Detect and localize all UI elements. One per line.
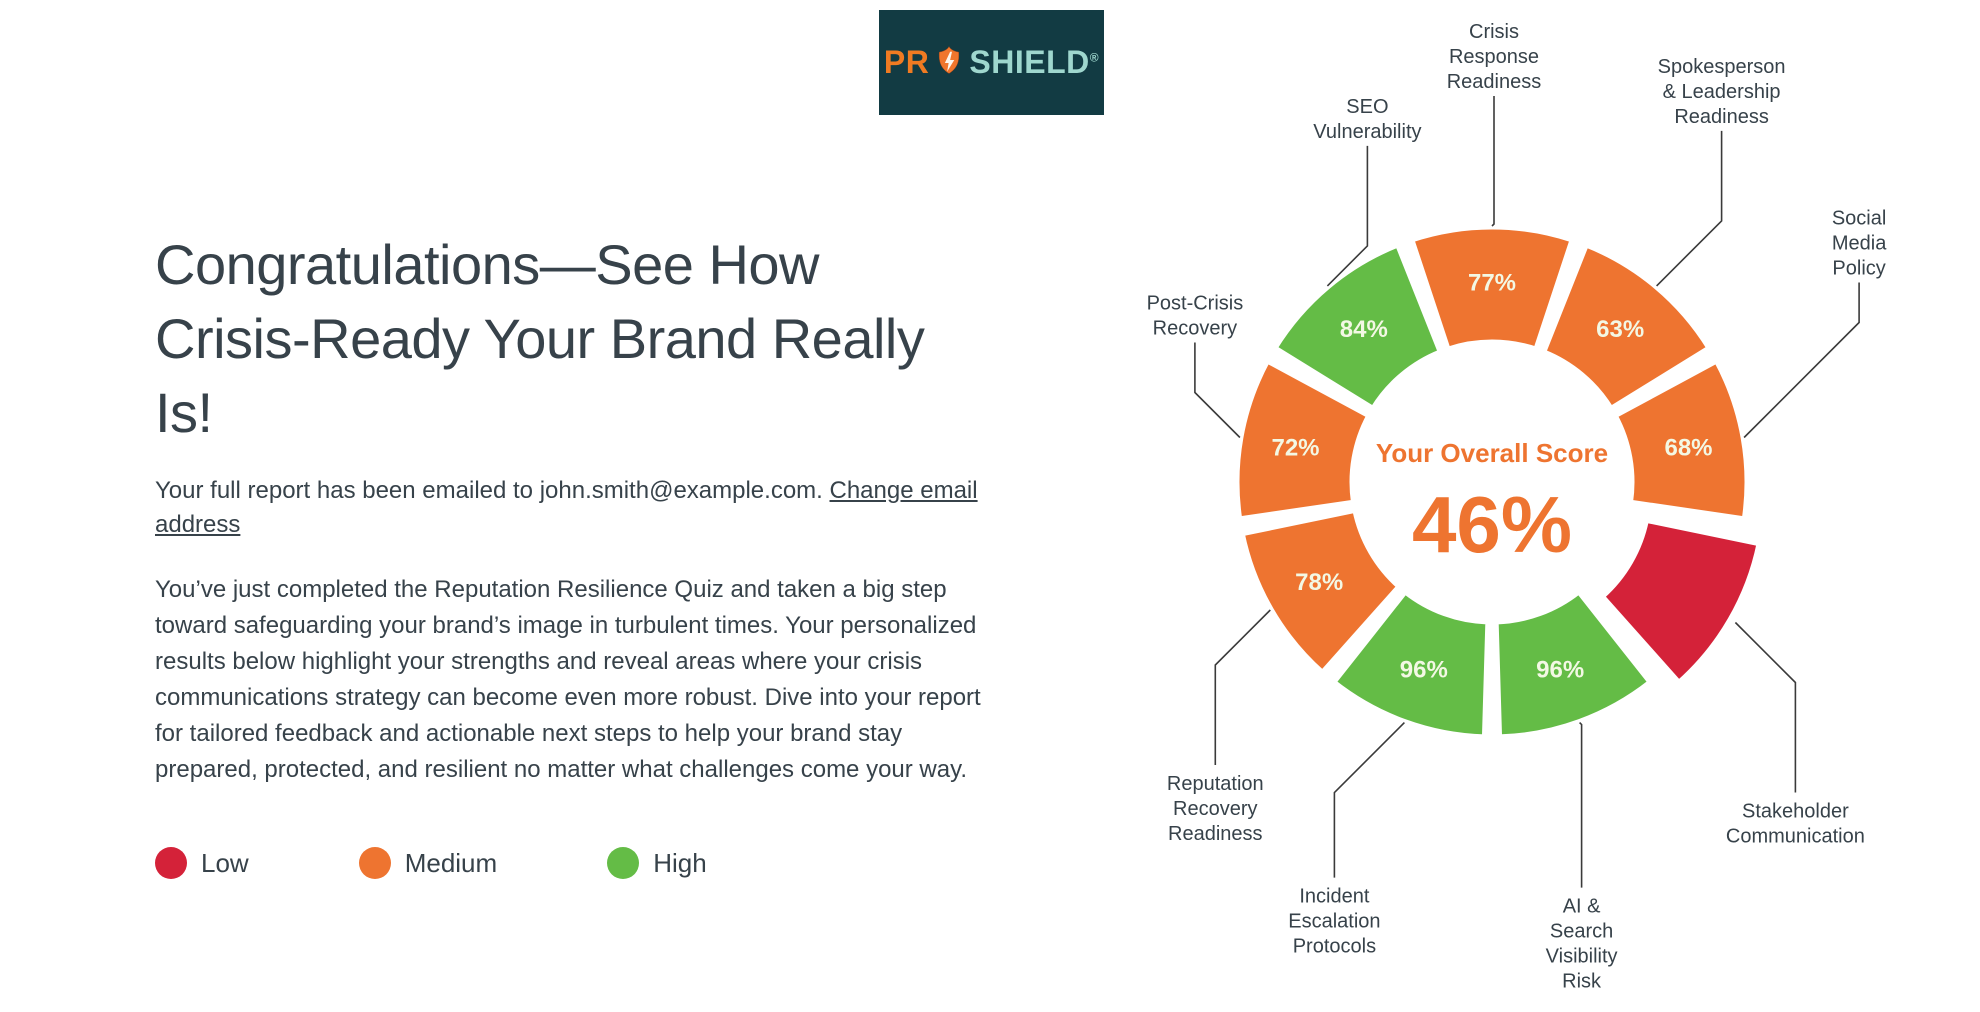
svg-text:SEO: SEO [1346,96,1388,118]
svg-text:Crisis: Crisis [1469,21,1519,43]
svg-text:Reputation: Reputation [1167,773,1264,795]
svg-text:Readiness: Readiness [1447,71,1542,93]
svg-text:Readiness: Readiness [1674,106,1769,128]
svg-text:Media: Media [1832,233,1887,255]
svg-text:Vulnerability: Vulnerability [1313,121,1421,143]
svg-text:& Leadership: & Leadership [1663,81,1781,103]
svg-text:Protocols: Protocols [1293,936,1376,958]
svg-text:96%: 96% [1400,657,1448,684]
svg-text:63%: 63% [1596,316,1644,343]
svg-text:72%: 72% [1271,434,1319,461]
svg-text:Post-Crisis: Post-Crisis [1147,293,1244,315]
svg-text:46%: 46% [1412,480,1572,569]
svg-text:Readiness: Readiness [1168,823,1263,845]
svg-text:68%: 68% [1664,434,1712,461]
svg-text:AI &: AI & [1563,896,1601,918]
svg-text:Escalation: Escalation [1288,911,1380,933]
svg-text:77%: 77% [1468,270,1516,297]
svg-text:Recovery: Recovery [1173,798,1257,820]
svg-text:Spokesperson: Spokesperson [1658,56,1786,78]
svg-text:Your Overall Score: Your Overall Score [1376,438,1608,468]
svg-text:84%: 84% [1340,316,1388,343]
svg-text:Incident: Incident [1299,886,1369,908]
svg-text:96%: 96% [1536,657,1584,684]
svg-text:Search: Search [1550,921,1613,943]
svg-text:Visibility: Visibility [1546,946,1618,968]
svg-text:Recovery: Recovery [1153,318,1237,340]
svg-text:Communication: Communication [1726,826,1865,848]
svg-text:Response: Response [1449,46,1539,68]
svg-text:Social: Social [1832,208,1886,230]
svg-text:78%: 78% [1295,569,1343,596]
svg-text:Stakeholder: Stakeholder [1742,801,1849,823]
svg-text:Policy: Policy [1832,258,1885,280]
svg-text:Risk: Risk [1562,971,1602,993]
